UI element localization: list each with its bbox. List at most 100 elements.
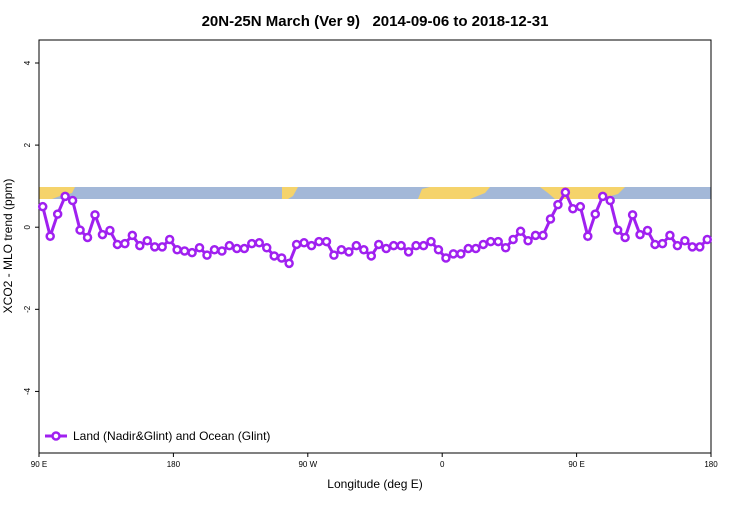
data-point [463,243,474,254]
data-point [485,236,496,247]
y-tick-label: 2 [23,142,32,147]
data-point [351,240,362,251]
data-point [127,230,138,241]
x-tick-label: 180 [704,460,718,469]
data-point [575,201,586,212]
legend-marker [51,431,61,441]
y-axis-label: XCO2 - MLO trend (ppm) [1,179,15,314]
data-point [149,242,160,252]
data-point [254,238,265,248]
data-point [224,240,235,251]
data-point [217,246,227,256]
data-point [441,253,451,263]
data-point [612,225,623,235]
data-point [553,199,563,210]
y-tick-label: -4 [23,387,32,395]
data-point [560,187,571,198]
data-point [269,251,279,261]
x-tick-label: 90 E [31,460,47,469]
data-point [105,225,115,236]
data-point [276,253,287,263]
data-point [650,239,660,250]
x-tick-label: 0 [440,460,445,469]
data-point [284,258,294,269]
data-point [135,240,145,251]
data-point [388,240,399,251]
x-tick-label: 90 E [568,460,584,469]
data-point [52,209,63,219]
data-point [530,230,541,241]
data-point [209,245,220,255]
data-point [239,243,250,254]
data-point [627,210,638,220]
map-land [418,187,490,199]
x-tick-label: 90 W [298,460,317,469]
data-point [672,240,683,251]
data-point [568,203,578,214]
data-point [45,231,55,241]
data-point [642,225,653,236]
data-point [635,229,645,240]
data-point [687,242,698,252]
data-point [179,246,190,256]
map-strip [39,187,711,199]
data-point [37,201,48,212]
data-point [232,243,242,254]
x-axis-label: Longitude (deg E) [327,477,422,491]
data-point [620,232,630,243]
x-tick-label: 180 [167,460,181,469]
data-point [187,247,197,258]
data-point [597,191,608,202]
data-point [493,236,503,247]
data-point [665,230,675,241]
data-point [261,242,272,253]
data-point [381,243,391,254]
data-point [680,236,690,246]
data-point [359,245,369,255]
data-point [291,239,302,250]
data-point [545,214,556,224]
data-point [202,250,212,260]
y-tick-label: 4 [23,60,32,65]
data-point [538,230,548,241]
data-point [67,195,78,206]
data-point [456,249,466,259]
data-point [314,236,324,247]
data-point [164,234,175,245]
data-point [90,210,100,220]
data-point [157,242,167,252]
plot-frame [38,39,712,454]
y-tick-label: -2 [23,305,32,313]
data-point [321,236,332,247]
data-point [329,250,339,260]
data-point [515,226,526,237]
data-point [702,234,713,245]
data-point [657,238,668,249]
data-point [605,195,615,206]
data-point [172,245,182,255]
data-point [695,242,705,252]
data-point [478,239,489,250]
map-land [39,187,75,199]
data-point [471,243,481,254]
data-point [508,234,518,245]
data-point [500,242,511,253]
data-point [60,191,70,202]
data-point [523,236,533,246]
map-land [282,187,298,199]
chart-title: 20N-25N March (Ver 9) 2014-09-06 to 2018… [202,13,549,30]
data-point [590,209,601,219]
data-point [97,229,108,240]
data-point [75,225,85,235]
data-point [418,240,429,251]
data-point [426,236,436,247]
data-point [396,240,406,251]
data-point [403,247,414,257]
data-point [306,240,317,251]
data-point [112,239,123,250]
data-point [82,232,93,243]
data-point [448,249,459,259]
data-point [433,245,444,255]
data-point [194,242,205,253]
